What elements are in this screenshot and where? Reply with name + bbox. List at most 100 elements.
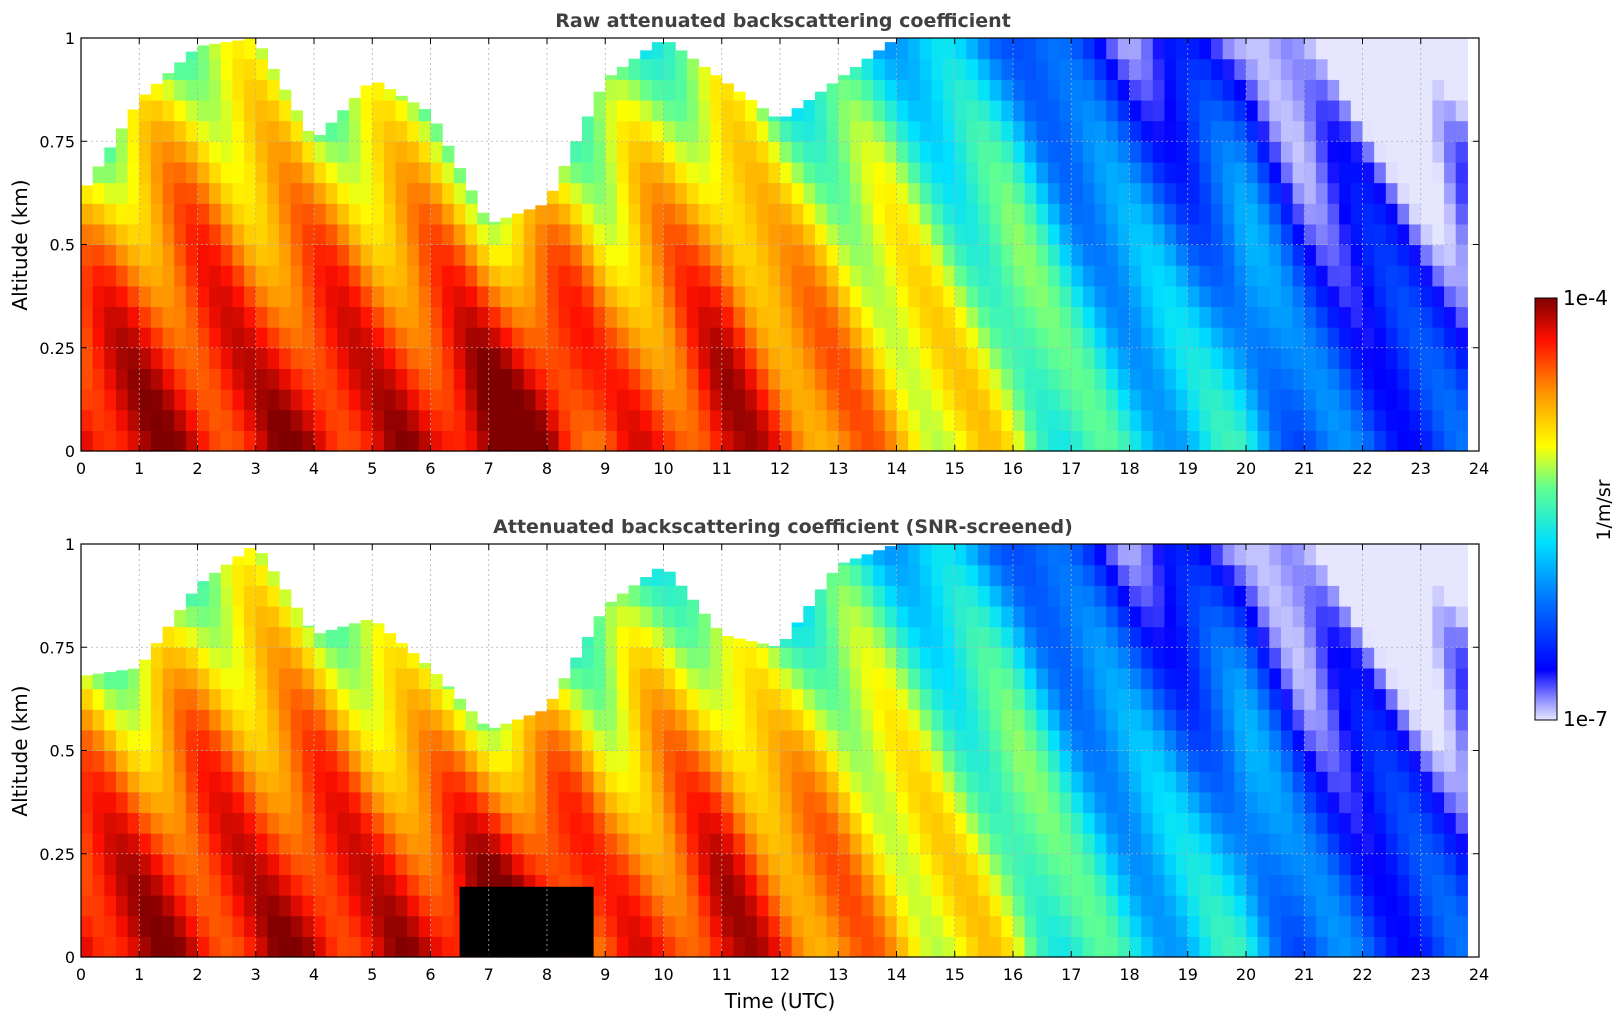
- heatmap-cell: [220, 347, 234, 369]
- heatmap-cell: [814, 430, 828, 452]
- heatmap-cell: [360, 120, 373, 142]
- heatmap-cell: [1094, 874, 1107, 896]
- heatmap-cell: [710, 161, 723, 184]
- heatmap-cell: [1280, 647, 1294, 669]
- heatmap-cell: [733, 91, 746, 101]
- x-tick-label: 18: [1119, 965, 1139, 984]
- heatmap-cell: [1013, 647, 1026, 669]
- heatmap-cell: [780, 750, 793, 772]
- heatmap-cell: [1176, 915, 1189, 937]
- heatmap-cell: [640, 750, 653, 772]
- heatmap-cell: [383, 812, 397, 834]
- heatmap-cell: [1211, 564, 1224, 586]
- heatmap-cell: [1059, 223, 1072, 246]
- heatmap-cell: [1164, 709, 1177, 731]
- heatmap-cell: [162, 244, 175, 266]
- heatmap-cell: [1082, 389, 1096, 411]
- heatmap-cell: [710, 285, 723, 308]
- heatmap-cell: [838, 223, 851, 246]
- heatmap-cell: [919, 895, 933, 917]
- heatmap-cell: [919, 306, 933, 328]
- heatmap-cell: [1059, 244, 1072, 266]
- heatmap-cell: [826, 120, 839, 142]
- heatmap-cell: [1444, 79, 1457, 101]
- heatmap-cell: [209, 647, 222, 669]
- heatmap-cell: [1444, 58, 1457, 80]
- heatmap-cell: [162, 389, 175, 411]
- heatmap-cell: [197, 895, 210, 917]
- heatmap-cell: [279, 223, 292, 246]
- heatmap-cell: [1280, 605, 1294, 628]
- heatmap-cell: [849, 66, 863, 80]
- heatmap-cell: [943, 626, 956, 648]
- heatmap-cell: [919, 38, 933, 60]
- heatmap-cell: [1176, 585, 1189, 607]
- heatmap-cell: [1315, 368, 1329, 390]
- heatmap-cell: [477, 223, 490, 246]
- heatmap-cell: [838, 647, 851, 669]
- heatmap-cell: [1141, 306, 1154, 328]
- heatmap-cell: [488, 853, 501, 875]
- heatmap-cell: [605, 223, 618, 246]
- heatmap-cell: [1199, 895, 1212, 917]
- heatmap-cell: [1327, 688, 1340, 710]
- heatmap-cell: [1176, 605, 1189, 628]
- heatmap-cell: [1129, 791, 1142, 814]
- heatmap-cell: [547, 285, 560, 308]
- heatmap-cell: [698, 750, 711, 772]
- heatmap-cell: [348, 368, 362, 390]
- heatmap-cell: [908, 585, 921, 607]
- heatmap-cell: [896, 729, 909, 752]
- heatmap-cell: [861, 605, 874, 628]
- heatmap-cell: [360, 812, 373, 834]
- heatmap-cell: [1117, 182, 1131, 204]
- heatmap-cell: [1199, 688, 1212, 710]
- heatmap-cell: [686, 709, 700, 731]
- heatmap-cell: [150, 643, 164, 648]
- heatmap-cell: [1199, 38, 1212, 60]
- heatmap-cell: [1409, 285, 1422, 308]
- heatmap-cell: [989, 626, 1002, 648]
- heatmap-cell: [302, 223, 315, 246]
- x-axis-label: Time (UTC): [724, 989, 836, 1013]
- heatmap-cell: [1187, 430, 1200, 452]
- heatmap-cell: [745, 936, 758, 958]
- heatmap-cell: [1374, 626, 1387, 648]
- heatmap-cell: [1013, 544, 1026, 566]
- heatmap-cell: [593, 626, 606, 648]
- heatmap-cell: [1024, 409, 1037, 431]
- heatmap-cell: [1059, 203, 1072, 225]
- heatmap-cell: [92, 347, 105, 369]
- heatmap-cell: [1292, 389, 1305, 411]
- heatmap-cell: [255, 895, 268, 917]
- heatmap-cell: [1129, 203, 1142, 225]
- heatmap-cell: [978, 265, 991, 287]
- heatmap-cell: [675, 265, 688, 287]
- heatmap-cell: [651, 141, 665, 163]
- heatmap-cell: [1001, 368, 1014, 390]
- heatmap-cell: [348, 161, 362, 184]
- heatmap-cell: [1047, 647, 1061, 669]
- heatmap-cell: [348, 709, 362, 731]
- heatmap-cell: [814, 589, 828, 607]
- heatmap-cell: [267, 571, 280, 586]
- heatmap-cell: [115, 812, 129, 834]
- heatmap-cell: [1339, 874, 1352, 896]
- heatmap-cell: [1152, 306, 1166, 328]
- heatmap-cell: [1071, 244, 1084, 266]
- heatmap-cell: [768, 667, 781, 690]
- heatmap-cell: [1187, 409, 1200, 431]
- heatmap-cell: [232, 58, 245, 80]
- heatmap-cell: [81, 203, 94, 225]
- heatmap-cell: [1013, 729, 1026, 752]
- heatmap-cell: [1187, 874, 1200, 896]
- heatmap-cell: [290, 750, 303, 772]
- heatmap-cell: [1350, 306, 1364, 328]
- heatmap-cell: [756, 936, 769, 958]
- heatmap-cell: [686, 389, 700, 411]
- heatmap-cell: [733, 874, 746, 896]
- heatmap-cell: [558, 182, 571, 204]
- heatmap-cell: [1385, 141, 1399, 163]
- heatmap-cell: [1222, 709, 1235, 731]
- heatmap-cell: [383, 895, 397, 917]
